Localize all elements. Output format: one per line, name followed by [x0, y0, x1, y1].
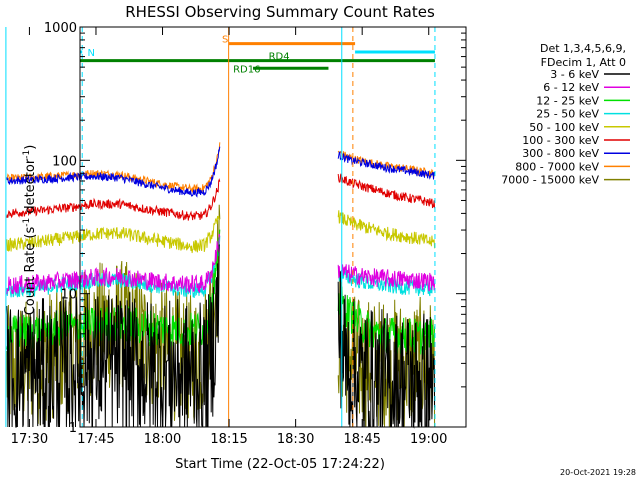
legend-entry-label: 12 - 25 keV: [536, 94, 599, 107]
legend-entry-label: 50 - 100 keV: [529, 121, 599, 134]
x-tick-label: 19:00: [410, 432, 447, 447]
series-line-50-100-keV-post: [337, 210, 436, 249]
series-line-100-300-keV: [6, 178, 221, 221]
legend-entry-label: 800 - 7000 keV: [515, 160, 599, 173]
x-tick-label: 18:15: [210, 432, 247, 447]
legend-entry-label: 7000 - 15000 keV: [501, 174, 599, 187]
series-line-50-100-keV: [6, 214, 221, 254]
y-axis-label-part: -1: [22, 218, 32, 227]
y-axis-label-part: Count Rate (s: [23, 227, 38, 316]
x-tick-label: 18:30: [277, 432, 314, 447]
series-line-100-300-keV-post: [337, 173, 436, 209]
status-label-rd4: RD4: [269, 52, 290, 63]
status-label-n: N: [88, 48, 95, 59]
status-layer: N S RD4 RD16: [80, 35, 435, 75]
x-tick-label: 17:45: [77, 432, 114, 447]
y-tick-label: 1: [69, 421, 77, 436]
y-axis-label-part: detector: [23, 158, 38, 218]
series-line-3-6-keV: [6, 244, 220, 428]
status-label-rd16: RD16: [233, 64, 260, 75]
y-axis-label: Count Rate (s-1 detector-1): [22, 145, 38, 316]
legend-entry-label: 100 - 300 keV: [522, 134, 599, 147]
series-line-300-800-keV: [6, 146, 221, 198]
legend-header: FDecim 1, Att 0: [541, 56, 626, 69]
legend-entry-label: 300 - 800 keV: [522, 147, 599, 160]
legend: Det 1,3,4,5,6,9,FDecim 1, Att 03 - 6 keV…: [501, 42, 630, 187]
legend-header: Det 1,3,4,5,6,9,: [540, 42, 626, 55]
timestamp: 20-Oct-2021 19:28: [560, 468, 636, 477]
marker-layer: [5, 27, 436, 427]
x-axis-label: Start Time (22-Oct-05 17:24:22): [175, 457, 385, 472]
x-tick-label: 18:00: [144, 432, 181, 447]
status-label-s: S: [222, 35, 228, 46]
series-line-300-800-keV-post: [337, 151, 436, 180]
series-line-6-12-keV: [6, 233, 221, 295]
y-tick-label: 100: [52, 154, 77, 169]
x-tick-label: 17:30: [11, 432, 48, 447]
series-line-3-6-keV-post: [337, 271, 436, 429]
plot-frame: [79, 26, 467, 428]
x-tick-label: 18:45: [343, 432, 380, 447]
y-tick-label: 10: [60, 288, 77, 303]
series-line-800-7000-keV: [6, 142, 221, 194]
y-axis-label-part: ): [23, 145, 38, 150]
legend-entry-label: 6 - 12 keV: [543, 81, 599, 94]
axis-layer: 17:30 17:45 18:00 18:15 18:30 18:45 19:00 1 10 10…: [11, 21, 466, 447]
chart-title: RHESSI Observing Summary Count Rates: [125, 3, 435, 21]
y-tick-label: 1000: [44, 21, 77, 36]
series-line-6-12-keV-post: [337, 264, 436, 292]
legend-entry-label: 25 - 50 keV: [536, 108, 599, 121]
series-layer: [6, 142, 436, 429]
y-axis-label-part: -1: [22, 150, 32, 159]
legend-entry-label: 3 - 6 keV: [550, 68, 599, 81]
